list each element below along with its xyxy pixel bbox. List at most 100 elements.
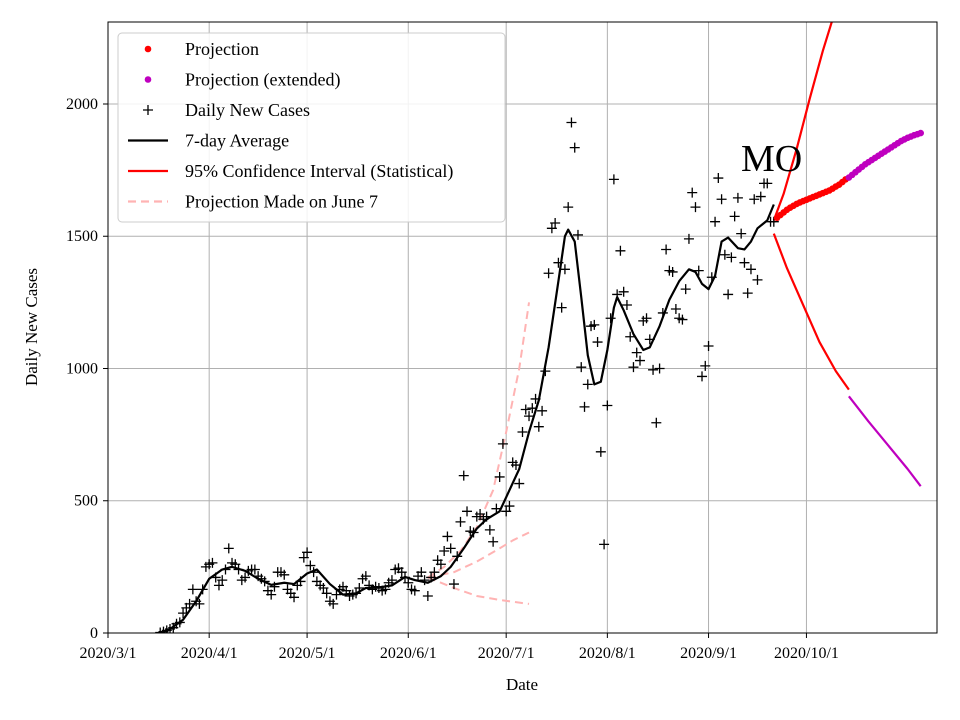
data-point-daily-new-cases: [595, 446, 606, 457]
data-point-daily-new-cases: [230, 559, 241, 570]
legend-label: Projection: [185, 39, 259, 59]
data-point-daily-new-cases: [641, 313, 652, 324]
data-point-daily-new-cases: [654, 363, 665, 374]
data-point-daily-new-cases: [742, 288, 753, 299]
data-point-daily-new-cases: [670, 303, 681, 314]
y-tick-label: 0: [90, 625, 98, 642]
data-point-daily-new-cases: [341, 585, 352, 596]
data-point-daily-new-cases: [729, 211, 740, 222]
data-point-daily-new-cases: [266, 589, 277, 600]
data-point-daily-new-cases: [680, 284, 691, 295]
data-point-daily-new-cases: [546, 223, 557, 234]
data-point-daily-new-cases: [510, 460, 521, 471]
data-point-daily-new-cases: [497, 438, 508, 449]
legend-label: 95% Confidence Interval (Statistical): [185, 161, 453, 182]
data-point-daily-new-cases: [697, 371, 708, 382]
data-point-daily-new-cases: [566, 117, 577, 128]
data-point-daily-new-cases: [537, 405, 548, 416]
data-point-daily-new-cases: [494, 471, 505, 482]
data-point-daily-new-cases: [569, 142, 580, 153]
data-point-daily-new-cases: [187, 584, 198, 595]
data-point-daily-new-cases: [540, 366, 551, 377]
x-tick-label: 2020/10/1: [774, 645, 839, 662]
data-point-daily-new-cases: [618, 286, 629, 297]
data-point-daily-new-cases: [592, 337, 603, 348]
data-point-daily-new-cases: [279, 569, 290, 580]
series-line-95-confidence-interval-statistical: [772, 233, 850, 391]
legend-marker-projection-extended: [144, 76, 152, 83]
data-point-daily-new-cases: [354, 583, 365, 594]
data-point-daily-new-cases: [305, 560, 316, 571]
data-point-daily-new-cases: [462, 506, 473, 517]
data-point-daily-new-cases: [628, 362, 639, 373]
x-tick-label: 2020/5/1: [279, 645, 336, 662]
data-point-daily-new-cases: [533, 421, 544, 432]
legend-marker-daily-new-cases: [143, 105, 153, 115]
legend-box: [117, 32, 506, 223]
data-point-daily-new-cases: [716, 194, 727, 205]
data-point-daily-new-cases: [625, 331, 636, 342]
data-point-daily-new-cases: [386, 575, 397, 586]
x-tick-label: 2020/8/1: [579, 645, 636, 662]
y-tick-label: 1000: [66, 360, 98, 377]
data-point-daily-new-cases: [634, 355, 645, 366]
data-point-daily-new-cases: [501, 506, 512, 517]
legend: Projection Projection (extended) Daily New…: [117, 32, 506, 223]
data-point-daily-new-cases: [475, 508, 486, 519]
data-point-daily-new-cases: [599, 539, 610, 550]
data-point-daily-new-cases: [550, 218, 561, 229]
data-point-daily-new-cases: [240, 572, 251, 583]
data-point-daily-new-cases: [455, 516, 466, 527]
data-point-daily-new-cases: [488, 536, 499, 547]
data-point-daily-new-cases: [553, 257, 564, 268]
data-point-daily-new-cases: [651, 417, 662, 428]
data-point-daily-new-cases: [524, 411, 535, 422]
x-tick-label: 2020/7/1: [478, 645, 535, 662]
data-point-daily-new-cases: [608, 174, 619, 185]
x-tick-label: 2020/4/1: [181, 645, 238, 662]
data-point-daily-new-cases: [719, 249, 730, 260]
data-point-daily-new-cases: [321, 588, 332, 599]
data-point-daily-new-cases: [693, 265, 704, 276]
data-point-daily-new-cases: [713, 173, 724, 184]
data-point-daily-new-cases: [220, 564, 231, 575]
x-tick-label: 2020/3/1: [80, 645, 137, 662]
data-point-daily-new-cases: [752, 274, 763, 285]
data-point-daily-new-cases: [223, 543, 234, 554]
data-point-daily-new-cases: [605, 313, 616, 324]
state-annotation: MO: [741, 138, 802, 180]
data-point-daily-new-cases: [631, 347, 642, 358]
data-point-daily-new-cases: [755, 191, 766, 202]
data-point-daily-new-cases: [178, 608, 189, 619]
data-point-daily-new-cases: [657, 307, 668, 318]
data-point-daily-new-cases: [298, 552, 309, 563]
data-point-daily-new-cases: [527, 403, 538, 414]
y-axis-label: Daily New Cases: [22, 268, 41, 386]
data-point-daily-new-cases: [249, 564, 260, 575]
data-point-daily-new-cases: [419, 575, 430, 586]
data-point-daily-new-cases: [331, 589, 342, 600]
data-point-daily-new-cases: [563, 202, 574, 213]
data-point-daily-new-cases: [448, 579, 459, 590]
data-point-daily-new-cases: [422, 590, 433, 601]
data-point-daily-new-cases: [439, 546, 450, 557]
data-point-daily-new-cases: [514, 478, 525, 489]
data-point-daily-new-cases: [259, 576, 270, 587]
data-point-daily-new-cases: [576, 362, 587, 373]
data-point-daily-new-cases: [530, 393, 541, 404]
data-point-daily-new-cases: [556, 302, 567, 313]
x-axis-label: Date: [506, 675, 538, 694]
data-point-daily-new-cases: [174, 617, 185, 628]
data-point-daily-new-cases: [602, 400, 613, 411]
data-point-daily-new-cases: [667, 266, 678, 277]
data-point-daily-new-cases: [380, 584, 391, 595]
data-point-daily-new-cases: [409, 585, 420, 596]
series-line-95-confidence-interval-statistical: [772, 22, 833, 221]
series-line-projection-made-on-june-7: [427, 576, 530, 605]
data-point-daily-new-cases: [736, 228, 747, 239]
data-point-daily-new-cases: [683, 233, 694, 244]
data-point-daily-new-cases: [762, 178, 773, 189]
data-point-daily-new-cases: [723, 289, 734, 300]
data-point-daily-new-cases: [400, 572, 411, 583]
data-point-daily-new-cases: [458, 470, 469, 481]
